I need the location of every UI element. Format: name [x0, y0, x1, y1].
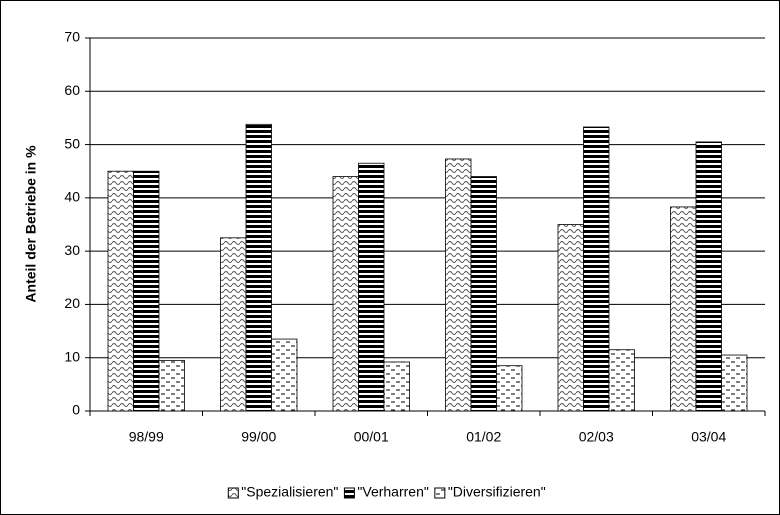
bar [721, 354, 748, 412]
y-tick-label: 60 [64, 82, 80, 98]
legend-label: "Spezialisieren" [241, 484, 338, 500]
bar [245, 123, 272, 412]
bar [608, 349, 635, 412]
bar [496, 365, 523, 412]
legend-label: "Verharren" [357, 484, 428, 500]
y-tick-label: 20 [64, 295, 80, 311]
bar [332, 176, 359, 412]
bar [557, 224, 584, 412]
bar [695, 141, 722, 412]
bar [271, 338, 298, 412]
y-axis-label: Anteil der Betriebe in % [23, 145, 39, 303]
bar [470, 176, 497, 412]
legend-swatch [227, 487, 239, 499]
x-tick-label: 00/01 [354, 429, 389, 445]
legend-label: "Diversifizieren" [448, 484, 546, 500]
bar [158, 359, 185, 412]
bar [583, 126, 610, 412]
y-tick-label: 70 [64, 29, 80, 45]
x-tick-label: 02/03 [579, 429, 614, 445]
x-tick-label: 01/02 [466, 429, 501, 445]
bar [220, 237, 247, 412]
x-tick-label: 99/00 [241, 429, 276, 445]
legend-swatch [343, 487, 355, 499]
bar [107, 170, 134, 412]
y-tick-label: 30 [64, 242, 80, 258]
y-tick-label: 50 [64, 135, 80, 151]
y-tick-label: 10 [64, 348, 80, 364]
bar [383, 361, 410, 412]
x-tick-label: 03/04 [691, 429, 726, 445]
bar [133, 170, 160, 412]
y-tick-label: 40 [64, 189, 80, 205]
legend-swatch [434, 487, 446, 499]
bar [445, 158, 472, 412]
y-tick-label: 0 [72, 402, 80, 418]
bar [358, 162, 385, 412]
bar [670, 206, 697, 412]
x-tick-label: 98/99 [129, 429, 164, 445]
